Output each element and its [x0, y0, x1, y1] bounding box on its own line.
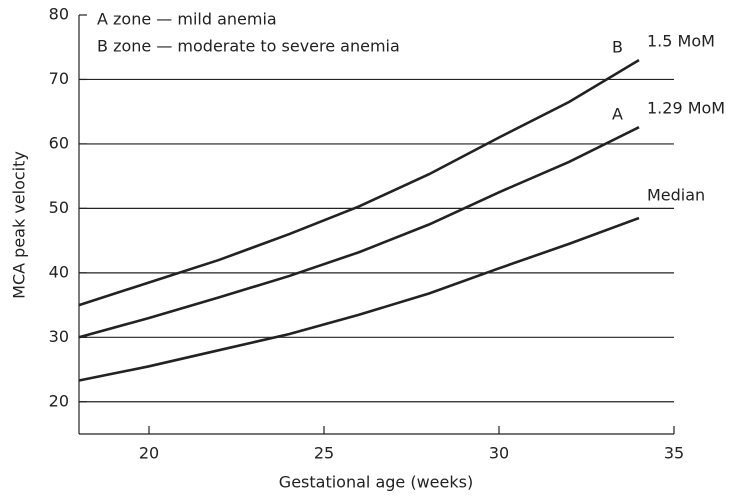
series-label: Median [647, 186, 705, 205]
y-tick-label: 50 [49, 198, 69, 217]
annotation: A [612, 105, 623, 124]
annotation: A zone — mild anemia [97, 10, 277, 29]
x-tick-label: 30 [489, 444, 509, 463]
y-tick-label: 30 [49, 327, 69, 346]
y-tick-label: 60 [49, 133, 69, 152]
annotation: B [612, 38, 623, 57]
y-axis-label: MCA peak velocity [10, 151, 29, 299]
line-series [78, 125, 640, 339]
line-series [78, 59, 640, 307]
x-tick-label: 35 [664, 444, 684, 463]
y-tick-label: 20 [49, 391, 69, 410]
x-axis-label: Gestational age (weeks) [279, 473, 473, 492]
x-tick-label: 20 [139, 444, 159, 463]
y-tick-label: 80 [49, 5, 69, 24]
annotation: B zone — moderate to severe anemia [97, 37, 400, 56]
series-label: 1.5 MoM [647, 32, 715, 51]
x-tick-label: 25 [314, 444, 334, 463]
y-tick-label: 70 [49, 69, 69, 88]
series-label: 1.29 MoM [647, 99, 725, 118]
y-tick-label: 40 [49, 262, 69, 281]
line-series [78, 216, 640, 382]
